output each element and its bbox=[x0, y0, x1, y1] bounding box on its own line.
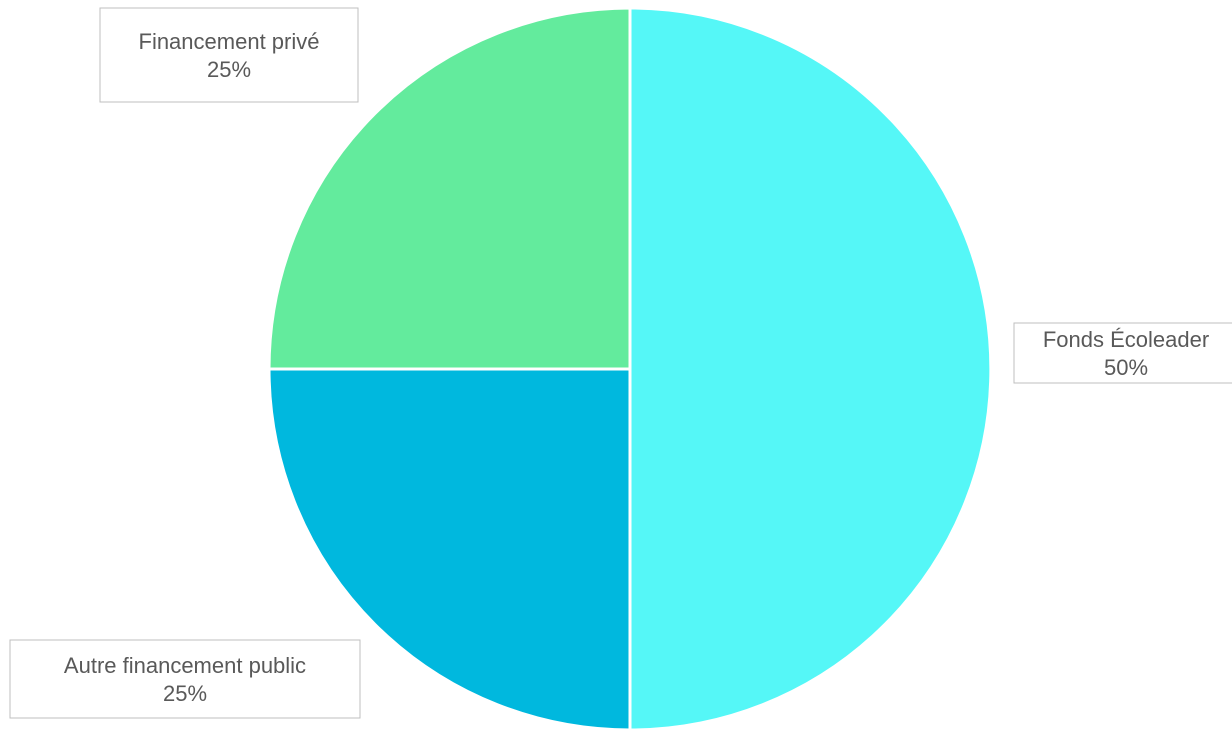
data-label-box bbox=[9, 639, 361, 719]
data-label-3: Financement privé 25% bbox=[99, 7, 359, 103]
pie-slice-2 bbox=[267, 367, 632, 729]
slice-value-label: 50% bbox=[1104, 355, 1148, 380]
pie-slices bbox=[267, 6, 993, 729]
data-label-2: Autre financement public 25% bbox=[9, 639, 361, 719]
pie-slice-1 bbox=[628, 6, 993, 729]
slice-category-label: Autre financement public bbox=[64, 653, 306, 678]
data-label-box bbox=[99, 7, 359, 103]
slice-category-label: Financement privé bbox=[139, 29, 320, 54]
data-labels: Fonds Écoleader 50% Autre financement publ… bbox=[9, 7, 1232, 719]
slice-value-label: 25% bbox=[163, 681, 207, 706]
slice-category-label: Fonds Écoleader bbox=[1043, 327, 1209, 352]
data-label-box bbox=[1013, 322, 1232, 384]
pie-slice-3 bbox=[267, 6, 632, 371]
data-label-1: Fonds Écoleader 50% bbox=[1013, 322, 1232, 384]
slice-value-label: 25% bbox=[207, 57, 251, 82]
